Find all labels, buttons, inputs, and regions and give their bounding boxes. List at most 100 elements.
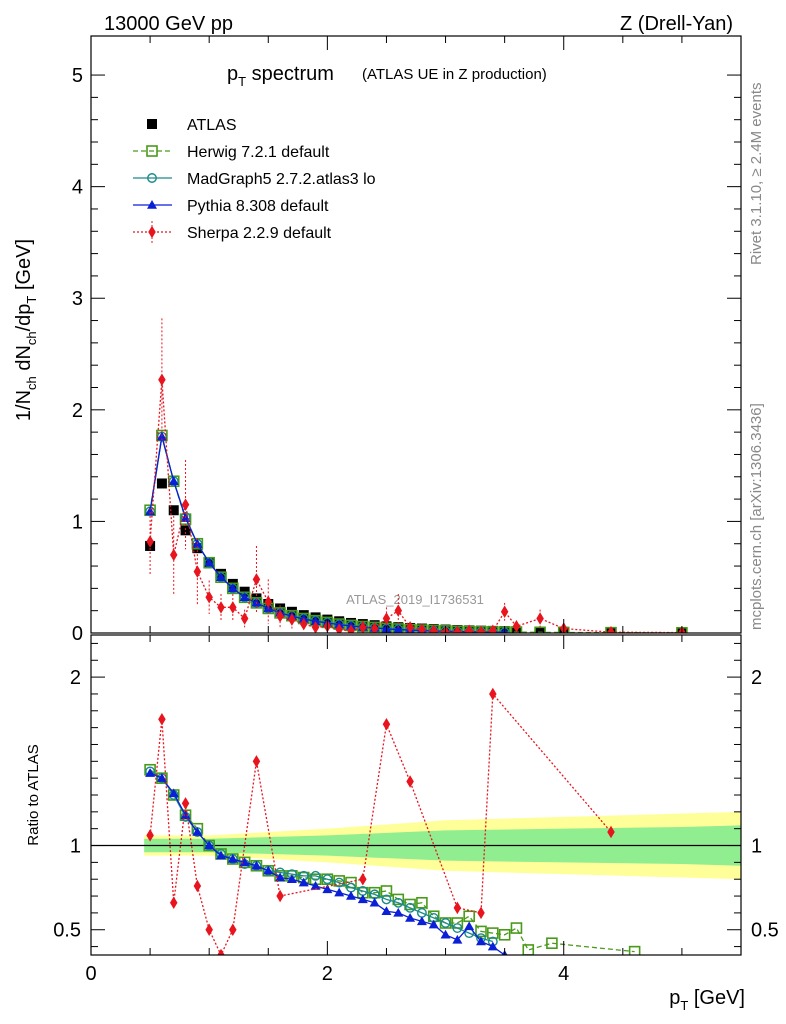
ratio-y-axis-label: Ratio to ATLAS bbox=[25, 744, 42, 845]
data-point bbox=[546, 937, 558, 950]
data-point bbox=[310, 880, 321, 890]
data-point bbox=[310, 870, 321, 881]
data-point bbox=[322, 884, 333, 894]
data-point bbox=[416, 896, 428, 909]
data-point bbox=[335, 623, 343, 633]
legend-item-herwig-7-2-1-default: Herwig 7.2.1 default bbox=[133, 144, 330, 161]
data-point bbox=[510, 922, 523, 934]
legend-item-madgraph5-2-7-2-atlas3-lo: MadGraph5 2.7.2.atlas3 lo bbox=[133, 171, 376, 188]
data-point bbox=[405, 912, 416, 922]
data-point bbox=[404, 898, 416, 911]
data-point bbox=[463, 910, 475, 923]
data-point bbox=[346, 891, 356, 900]
data-point bbox=[229, 601, 237, 614]
data-point bbox=[357, 894, 368, 904]
mcplots-label: mcplots.cern.ch [arXiv:1306.3436] bbox=[748, 403, 765, 630]
data-point bbox=[406, 621, 414, 633]
data-point bbox=[628, 945, 641, 955]
data-point bbox=[500, 605, 509, 619]
data-point bbox=[288, 613, 296, 626]
data-point bbox=[452, 923, 463, 934]
data-point bbox=[489, 624, 497, 633]
data-point bbox=[205, 591, 213, 604]
legend-marker bbox=[147, 173, 157, 183]
legend-label: Sherpa 2.2.9 default bbox=[187, 225, 332, 242]
data-point bbox=[158, 712, 166, 726]
header-left: 13000 GeV pp bbox=[104, 13, 233, 35]
data-point bbox=[347, 624, 355, 633]
main-panel: 1 2 3 4 5 0 bbox=[72, 35, 742, 645]
data-point bbox=[359, 872, 367, 886]
data-point bbox=[522, 944, 535, 955]
data-point bbox=[180, 525, 191, 536]
data-point bbox=[535, 626, 546, 633]
data-point bbox=[145, 768, 156, 777]
data-point bbox=[322, 874, 333, 885]
data-point bbox=[428, 919, 439, 929]
data-point bbox=[440, 918, 451, 928]
data-point bbox=[370, 622, 379, 633]
x-tick-label: 2 bbox=[322, 963, 333, 985]
ratio-y-tick-label-right: 1 bbox=[751, 836, 762, 858]
x-tick-label: 4 bbox=[558, 963, 569, 985]
data-point bbox=[156, 478, 167, 489]
data-point bbox=[252, 573, 261, 586]
data-point bbox=[512, 620, 521, 633]
legend-marker bbox=[147, 200, 157, 209]
ratio-y-tick-label-right: 2 bbox=[751, 667, 762, 689]
rivet-version-label: Rivet 3.1.10, ≥ 2.4M events bbox=[748, 83, 765, 266]
data-point bbox=[217, 601, 225, 614]
ratio-y-tick-label: 1 bbox=[70, 836, 81, 858]
main-y-axis-label: 1/Nch dNch/dpT [GeV] bbox=[13, 239, 39, 421]
data-point bbox=[276, 610, 284, 623]
data-point bbox=[276, 889, 284, 903]
data-point bbox=[169, 896, 178, 910]
data-point bbox=[452, 934, 463, 944]
ratio-series-group bbox=[144, 687, 641, 955]
data-point bbox=[204, 557, 215, 567]
legend-marker bbox=[146, 145, 158, 157]
x-axis-label: pT [GeV] bbox=[669, 987, 745, 1013]
data-point bbox=[498, 928, 511, 941]
x-tick-label: 0 bbox=[85, 963, 96, 985]
header-right: Z (Drell-Yan) bbox=[620, 13, 733, 35]
data-point bbox=[263, 865, 274, 875]
ratio-y-tick-label-right: 0.5 bbox=[751, 920, 779, 942]
data-point bbox=[250, 859, 263, 872]
data-point bbox=[393, 624, 404, 633]
data-point bbox=[251, 860, 262, 870]
data-point bbox=[146, 535, 154, 548]
data-point bbox=[310, 616, 321, 626]
main-series-group bbox=[144, 318, 688, 633]
ratio-y-tick-label: 2 bbox=[70, 667, 81, 689]
data-point bbox=[487, 941, 498, 951]
data-point bbox=[393, 907, 404, 917]
data-point bbox=[464, 921, 475, 931]
legend-label: Pythia 8.308 default bbox=[187, 198, 329, 215]
ratio-frame bbox=[90, 634, 742, 956]
data-point bbox=[181, 498, 190, 511]
data-point bbox=[168, 505, 179, 516]
data-point bbox=[476, 936, 486, 946]
data-point bbox=[216, 572, 226, 581]
data-point bbox=[321, 873, 334, 886]
data-point bbox=[193, 879, 202, 893]
data-point bbox=[439, 917, 452, 929]
series-line bbox=[149, 379, 682, 633]
data-point bbox=[192, 827, 203, 836]
data-point bbox=[453, 625, 462, 633]
ratio-y-tick-label: 0.5 bbox=[53, 920, 81, 942]
data-point bbox=[180, 810, 191, 819]
ratio-panel: 0.5 0.5 1 1 2 2 0 2 4 bbox=[53, 634, 779, 985]
y-tick-label: 2 bbox=[72, 400, 83, 422]
data-point bbox=[405, 902, 416, 913]
data-point bbox=[252, 755, 261, 768]
ratio-series-pythia-8-308-default bbox=[145, 768, 508, 955]
data-point bbox=[193, 565, 202, 578]
data-point bbox=[299, 617, 308, 631]
data-point bbox=[381, 906, 392, 915]
data-point bbox=[239, 592, 250, 602]
legend-label: MadGraph5 2.7.2.atlas3 lo bbox=[187, 171, 376, 188]
data-point bbox=[227, 583, 238, 593]
